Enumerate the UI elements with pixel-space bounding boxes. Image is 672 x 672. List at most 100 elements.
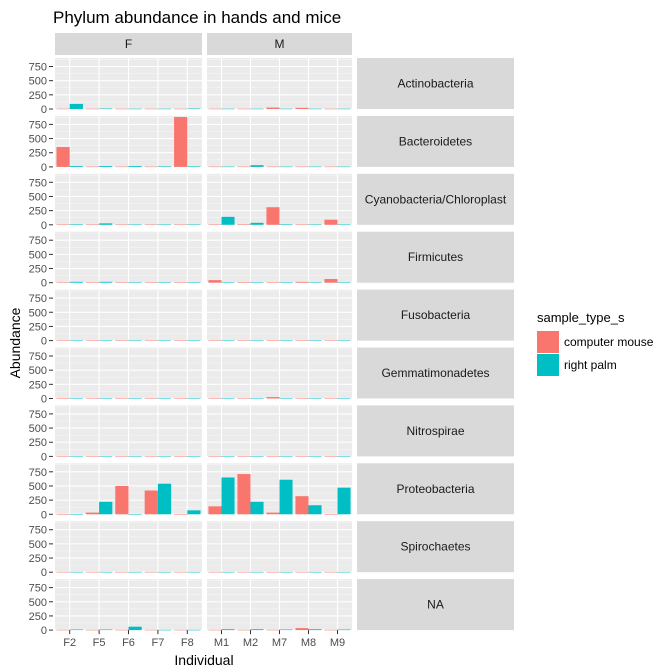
bar-right-palm-m8	[308, 340, 322, 341]
facet-strip-nitrospirae	[357, 405, 514, 457]
bar-right-palm-f8	[187, 340, 201, 341]
bar-computer-mouse-m2	[237, 398, 251, 399]
bar-computer-mouse-f8	[174, 514, 188, 515]
bar-computer-mouse-m7	[266, 397, 280, 399]
bar-right-palm-m9	[337, 108, 351, 110]
bar-right-palm-f2	[69, 629, 83, 631]
bar-computer-mouse-f8	[174, 571, 188, 573]
bar-right-palm-m1	[221, 216, 235, 225]
y-tick-label: 0	[41, 394, 47, 406]
bar-right-palm-m9	[337, 398, 351, 399]
bar-right-palm-f7	[157, 224, 172, 226]
y-tick-label: 250	[29, 495, 47, 507]
bar-right-palm-m8	[308, 505, 322, 515]
facet-row-label: Actinobacteria	[397, 77, 473, 91]
bar-computer-mouse-m7	[266, 571, 280, 573]
bar-computer-mouse-f8	[174, 108, 188, 110]
bar-right-palm-f5	[99, 629, 113, 631]
y-tick-label: 750	[29, 177, 47, 189]
bar-computer-mouse-m1	[208, 398, 222, 399]
facet-strip-bacteroidetes	[357, 115, 514, 167]
bar-computer-mouse-f7	[144, 571, 158, 573]
facet-strip-firmicutes	[357, 231, 514, 283]
bar-right-palm-m8	[308, 629, 322, 631]
y-tick-label: 500	[29, 365, 47, 377]
bar-computer-mouse-m2	[237, 474, 251, 515]
y-tick-label: 750	[29, 525, 47, 537]
y-tick-label: 500	[29, 481, 47, 493]
bar-computer-mouse-m8	[295, 224, 309, 226]
bar-right-palm-f7	[157, 166, 172, 167]
bar-computer-mouse-m1	[208, 506, 222, 515]
bar-computer-mouse-f8	[174, 340, 188, 341]
bar-right-palm-m9	[337, 629, 351, 631]
bar-right-palm-f8	[187, 398, 201, 399]
bar-right-palm-m1	[221, 166, 235, 168]
y-tick-label: 500	[29, 134, 47, 146]
bar-computer-mouse-m9	[324, 571, 338, 573]
bar-computer-mouse-m1	[208, 456, 222, 457]
bar-computer-mouse-f7	[144, 224, 158, 226]
y-tick-label: 250	[29, 206, 47, 218]
bar-computer-mouse-f2	[56, 514, 70, 515]
bar-right-palm-f5	[99, 340, 113, 341]
y-tick-label: 0	[41, 509, 47, 521]
bar-right-palm-f6	[128, 282, 142, 283]
bar-right-palm-f8	[187, 456, 201, 457]
bar-computer-mouse-m1	[208, 340, 222, 341]
bar-computer-mouse-f7	[144, 490, 158, 515]
y-tick-label: 750	[29, 119, 47, 131]
y-tick-label: 750	[29, 583, 47, 595]
bar-right-palm-m1	[221, 340, 235, 341]
bar-computer-mouse-m7	[266, 629, 280, 631]
bar-computer-mouse-m2	[237, 108, 251, 110]
legend-key-right-palm	[537, 354, 559, 376]
bar-computer-mouse-m1	[208, 166, 222, 168]
bar-right-palm-f8	[187, 571, 201, 573]
bar-computer-mouse-m7	[266, 456, 280, 457]
bar-computer-mouse-f8	[174, 117, 188, 167]
bar-computer-mouse-m7	[266, 107, 280, 109]
chart-title: Phylum abundance in hands and mice	[53, 8, 341, 27]
bar-computer-mouse-f8	[174, 456, 188, 457]
y-tick-label: 500	[29, 307, 47, 319]
bar-right-palm-f6	[128, 108, 142, 110]
y-tick-label: 750	[29, 235, 47, 247]
bar-right-palm-m9	[337, 571, 351, 573]
bar-computer-mouse-f6	[115, 571, 129, 573]
bar-computer-mouse-f6	[115, 485, 129, 515]
bar-computer-mouse-m8	[295, 281, 309, 283]
bar-computer-mouse-f6	[115, 224, 129, 226]
bar-computer-mouse-f7	[144, 456, 158, 457]
bar-computer-mouse-m7	[266, 282, 280, 283]
bar-right-palm-f7	[157, 108, 172, 110]
x-tick-label: M9	[330, 637, 345, 649]
legend-label-computer-mouse: computer mouse	[564, 335, 654, 349]
bar-right-palm-m9	[337, 224, 351, 226]
bar-computer-mouse-m7	[266, 166, 280, 168]
y-tick-label: 250	[29, 148, 47, 160]
y-tick-label: 500	[29, 249, 47, 261]
facet-strip-cyanobacteria-chloroplast	[357, 173, 514, 225]
bar-computer-mouse-f7	[144, 340, 158, 341]
bar-right-palm-m8	[308, 166, 322, 168]
bar-computer-mouse-m2	[237, 571, 251, 573]
x-axis-title: Individual	[174, 652, 233, 668]
bar-right-palm-m2	[250, 222, 264, 225]
bar-computer-mouse-m9	[324, 456, 338, 457]
bar-computer-mouse-f6	[115, 456, 129, 457]
y-tick-label: 250	[29, 553, 47, 565]
bar-right-palm-f6	[128, 626, 142, 631]
y-tick-label: 250	[29, 437, 47, 449]
bar-computer-mouse-m9	[324, 514, 338, 515]
bar-computer-mouse-m7	[266, 207, 280, 225]
y-tick-label: 250	[29, 611, 47, 623]
facet-strip-fusobacteria	[357, 289, 514, 341]
bar-right-palm-m7	[279, 108, 293, 110]
facet-strip-na	[357, 579, 514, 631]
bar-computer-mouse-m9	[324, 166, 338, 168]
bar-right-palm-f5	[99, 398, 113, 399]
bar-right-palm-f2	[69, 398, 83, 399]
bar-computer-mouse-m9	[324, 219, 338, 225]
